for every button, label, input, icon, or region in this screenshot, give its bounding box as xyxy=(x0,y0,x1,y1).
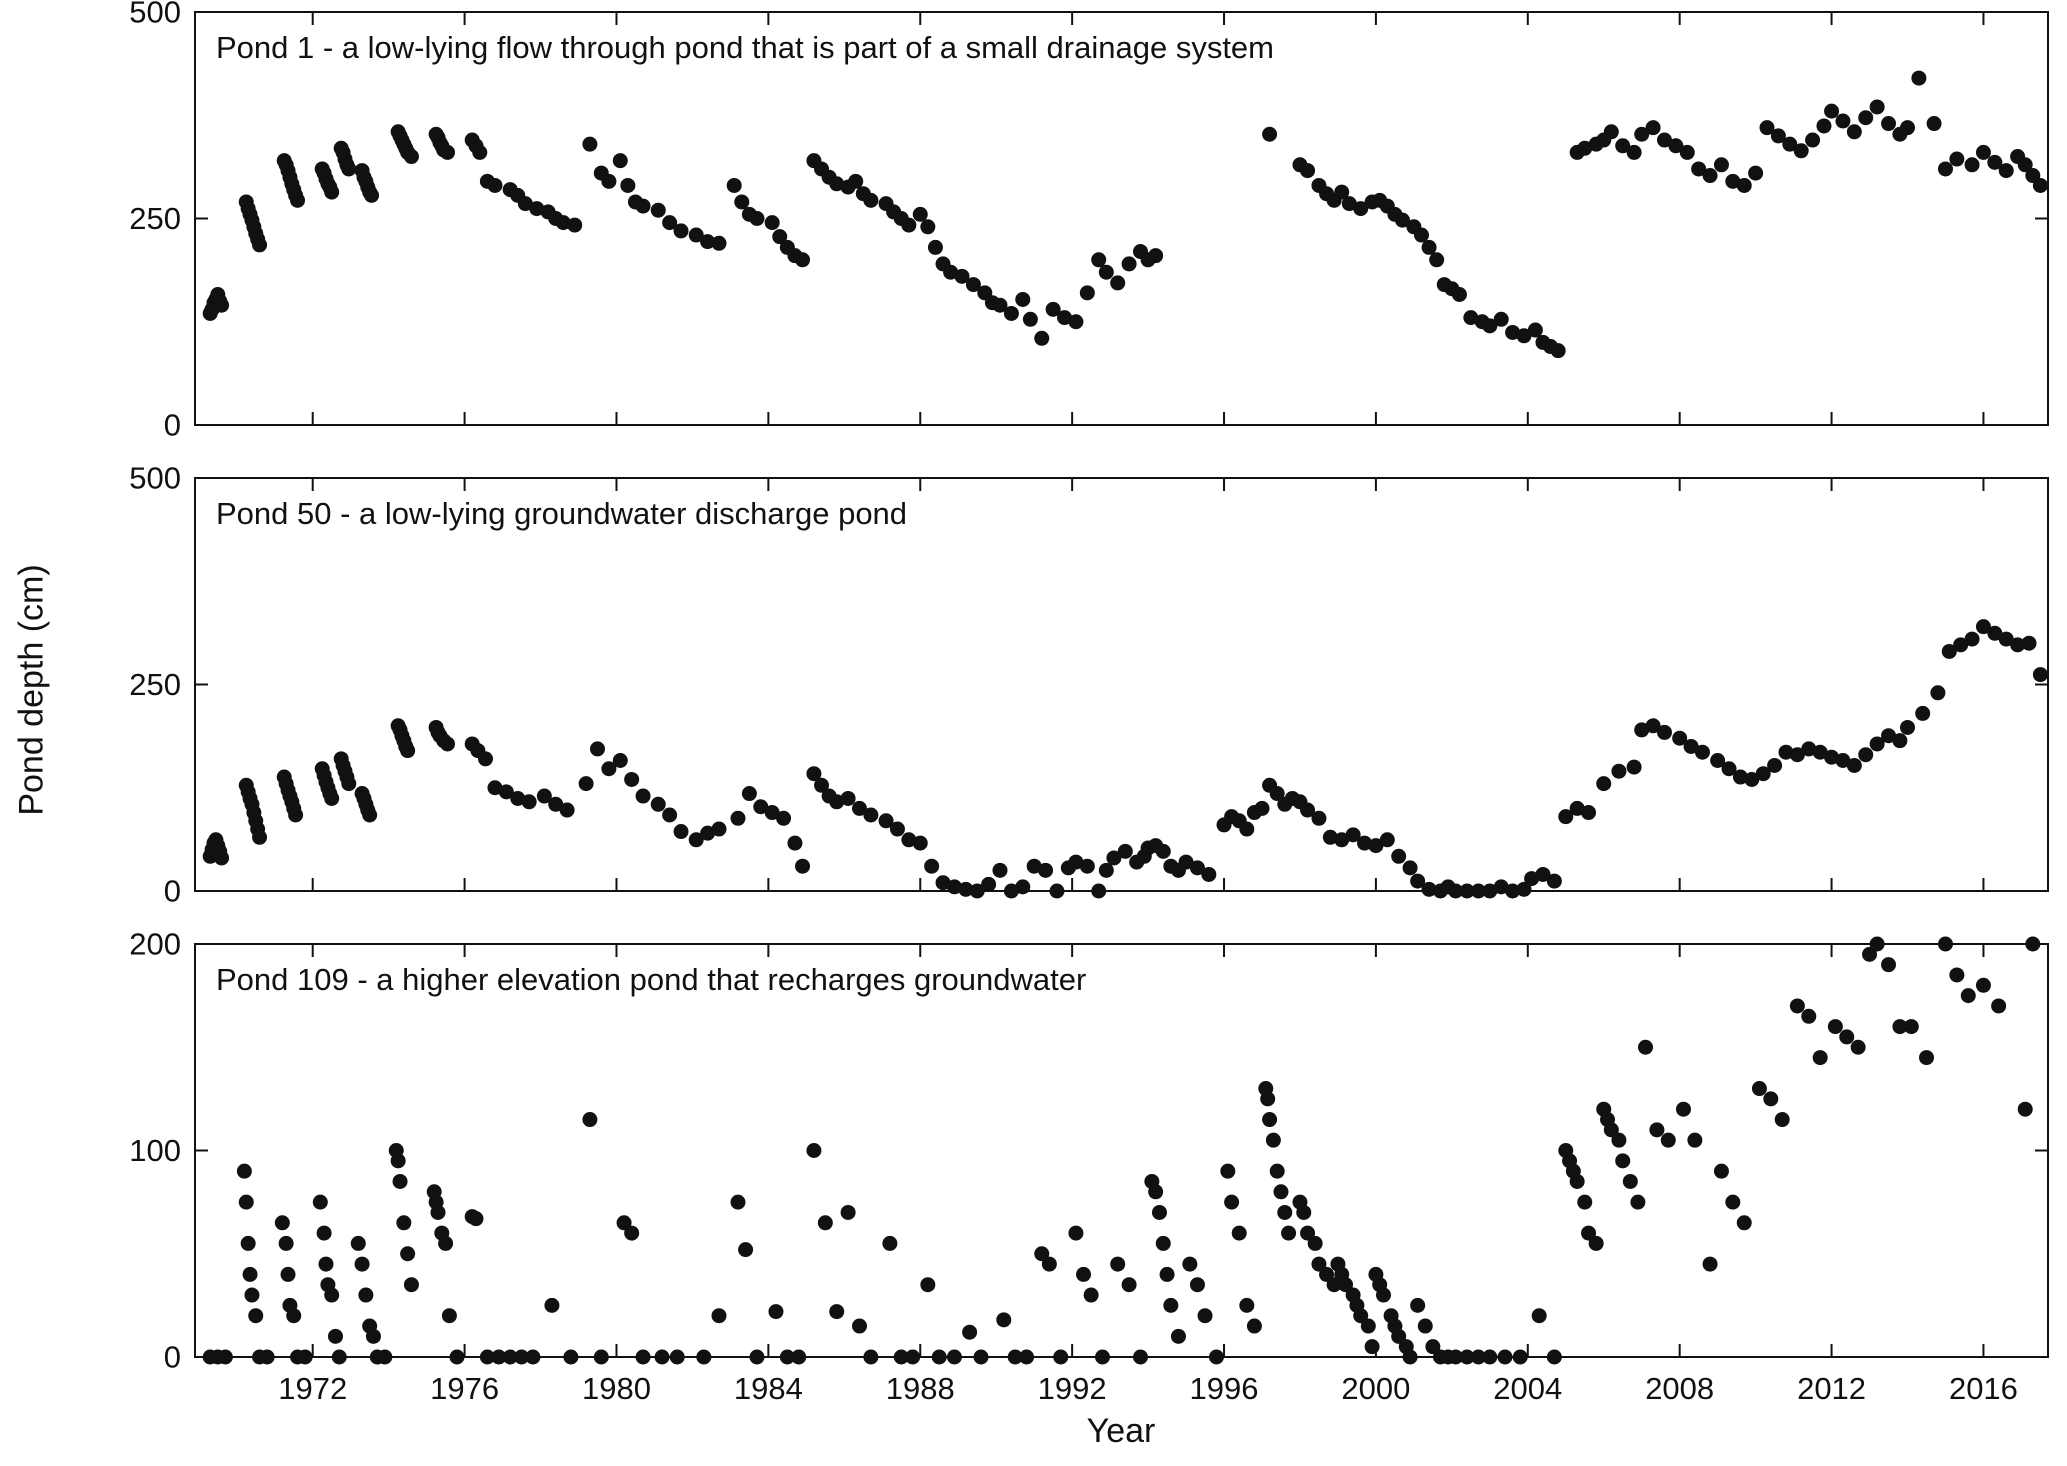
x-tick-label: 2016 xyxy=(1949,1371,2018,1406)
y-tick-label: 200 xyxy=(129,927,181,962)
panel-title-pond109: Pond 109 - a higher elevation pond that … xyxy=(216,962,1087,997)
panel-0: 0 250 500 xyxy=(129,0,2049,443)
x-tick-label: 2000 xyxy=(1341,1371,1410,1406)
panel-0-points xyxy=(202,70,2048,359)
y-tick-label: 500 xyxy=(129,461,181,496)
panel-title-pond1: Pond 1 - a low-lying flow through pond t… xyxy=(216,30,1274,65)
panel-title-pond50: Pond 50 - a low-lying groundwater discha… xyxy=(216,496,908,531)
x-tick-label: 2008 xyxy=(1645,1371,1714,1406)
y-tick-label: 250 xyxy=(129,667,181,702)
panel-2: 0 100 200 1972 1976 1980 1984 1988 1992 1996 2000 2… xyxy=(129,927,2049,1406)
panel-1-points xyxy=(202,619,2048,899)
y-tick-label: 250 xyxy=(129,201,181,236)
x-tick-label: 2012 xyxy=(1797,1371,1866,1406)
x-tick-label: 1996 xyxy=(1190,1371,1259,1406)
y-axis-label: Pond depth (cm) xyxy=(12,564,51,816)
panel-2-points xyxy=(202,936,2041,1365)
x-tick-label: 1972 xyxy=(278,1371,347,1406)
y-tick-label: 0 xyxy=(164,408,181,443)
y-tick-label: 100 xyxy=(129,1133,181,1168)
x-tick-label: 1992 xyxy=(1038,1371,1107,1406)
x-tick-label: 1988 xyxy=(886,1371,955,1406)
y-tick-label: 0 xyxy=(164,874,181,909)
x-tick-label: 1980 xyxy=(582,1371,651,1406)
x-tick-label: 1976 xyxy=(430,1371,499,1406)
x-tick-label: 2004 xyxy=(1493,1371,1562,1406)
x-axis-label: Year xyxy=(1086,1412,1156,1450)
y-tick-label: 500 xyxy=(129,0,181,30)
x-tick-label: 1984 xyxy=(734,1371,803,1406)
y-tick-label: 0 xyxy=(164,1340,181,1375)
panel-1: 0 250 500 xyxy=(129,461,2049,909)
